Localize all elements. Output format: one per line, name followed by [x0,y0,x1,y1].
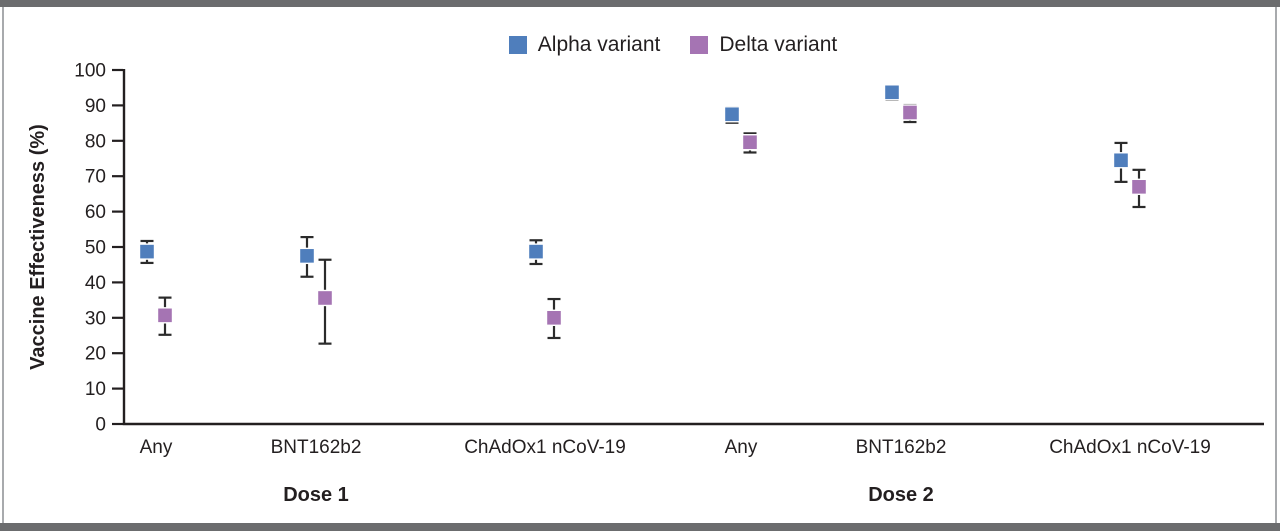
legend-label-delta: Delta variant [719,33,838,56]
delta-series-swatch-icon [690,36,709,54]
legend-item-delta-variant: Delta variant [690,33,837,57]
dose-group-label: Dose 1 [283,484,349,506]
category-label: Any [725,437,758,458]
y-tick-label: 80 [85,131,106,152]
data-point-marker-alpha [527,243,545,260]
y-tick-label: 50 [85,238,106,259]
data-point-marker-alpha [883,84,901,101]
legend-label-alpha: Alpha variant [537,33,661,56]
category-label: BNT162b2 [856,437,947,458]
category-label: ChAdOx1 nCoV-19 [1049,437,1211,458]
top-rule [0,0,1280,7]
y-tick-label: 90 [85,96,106,117]
bottom-rule [0,523,1280,531]
y-tick-label: 0 [95,415,106,436]
dose-group-label: Dose 2 [868,484,934,506]
data-point-marker-delta [156,307,174,324]
y-tick-label: 70 [85,167,106,188]
data-point-marker-delta [316,289,334,307]
data-point-marker-alpha [1112,152,1130,169]
chart-legend: Alpha variant Delta variant [0,33,1280,57]
y-tick-label: 10 [85,379,106,400]
data-point-marker-delta [741,134,759,151]
data-point-marker-delta [1130,178,1148,196]
y-tick-label: 30 [85,308,106,329]
data-point-marker-alpha [138,243,156,260]
data-point-marker-alpha [298,247,316,265]
category-label: Any [140,437,173,458]
data-point-marker-delta [901,104,919,121]
category-label: ChAdOx1 nCoV-19 [464,437,626,458]
right-border [1275,7,1277,523]
data-point-marker-alpha [723,106,741,123]
category-label: BNT162b2 [271,437,362,458]
y-tick-label: 20 [85,344,106,365]
y-axis-title: Vaccine Effectiveness (%) [27,124,49,370]
legend-item-alpha-variant: Alpha variant [508,33,661,57]
data-point-marker-delta [545,309,563,326]
alpha-series-swatch-icon [508,36,527,54]
y-tick-label: 60 [85,202,106,223]
left-border [2,7,4,523]
y-tick-label: 100 [74,61,106,82]
y-tick-label: 40 [85,273,106,294]
